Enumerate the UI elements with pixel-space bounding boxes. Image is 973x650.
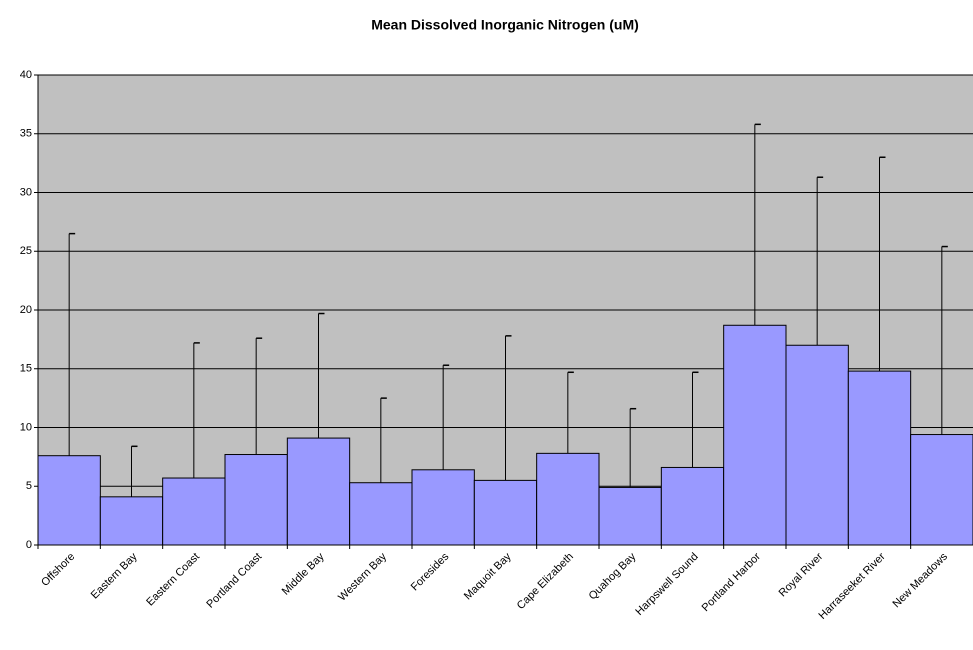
y-tick-label: 40 bbox=[20, 69, 32, 81]
y-tick-label: 20 bbox=[20, 304, 32, 316]
bar bbox=[910, 434, 973, 546]
bar bbox=[847, 370, 912, 546]
x-tick-label: Middle Bay bbox=[280, 550, 327, 597]
x-tick-label: Harpswell Sound bbox=[633, 551, 700, 618]
x-tick-label: New Meadows bbox=[891, 550, 951, 610]
x-tick-label: Quahog Bay bbox=[587, 550, 639, 602]
bar bbox=[286, 437, 351, 546]
y-tick-label: 10 bbox=[20, 421, 32, 433]
bar bbox=[660, 466, 725, 546]
x-tick-label: Cape Elizabeth bbox=[515, 551, 576, 612]
bar bbox=[536, 452, 600, 546]
y-tick-label: 30 bbox=[20, 186, 32, 198]
bar bbox=[598, 486, 662, 546]
bar bbox=[99, 496, 164, 546]
x-tick-label: Portland Harbor bbox=[700, 550, 764, 614]
bar bbox=[473, 479, 538, 546]
x-tick-label: Portland Coast bbox=[204, 551, 264, 611]
y-tick-label: 25 bbox=[20, 245, 32, 257]
x-tick-label: Harraseeket River bbox=[817, 550, 888, 621]
y-tick-label: 5 bbox=[26, 480, 32, 492]
x-tick-label: Eastern Bay bbox=[89, 550, 140, 601]
bar bbox=[785, 344, 849, 546]
chart-title: Mean Dissolved Inorganic Nitrogen (uM) bbox=[371, 17, 639, 33]
bar bbox=[411, 469, 475, 546]
x-tick-label: Eastern Coast bbox=[144, 551, 202, 609]
y-tick-label: 15 bbox=[20, 363, 32, 375]
bar bbox=[37, 455, 101, 546]
bar bbox=[723, 324, 787, 546]
bar bbox=[224, 454, 288, 546]
bar bbox=[349, 482, 413, 546]
x-tick-label: Foresides bbox=[409, 550, 452, 593]
x-tick-label: Royal River bbox=[777, 550, 826, 599]
x-tick-label: Offshore bbox=[39, 551, 77, 589]
x-tick-label: Western Bay bbox=[336, 550, 389, 603]
bar bbox=[162, 477, 226, 546]
y-tick-label: 0 bbox=[26, 539, 32, 551]
x-tick-label: Maquoit Bay bbox=[462, 550, 514, 602]
y-tick-label: 35 bbox=[20, 128, 32, 140]
